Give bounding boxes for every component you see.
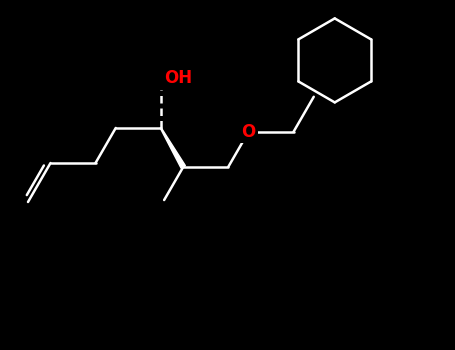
Text: OH: OH bbox=[164, 69, 192, 87]
Text: O: O bbox=[241, 123, 256, 141]
Polygon shape bbox=[160, 128, 186, 168]
